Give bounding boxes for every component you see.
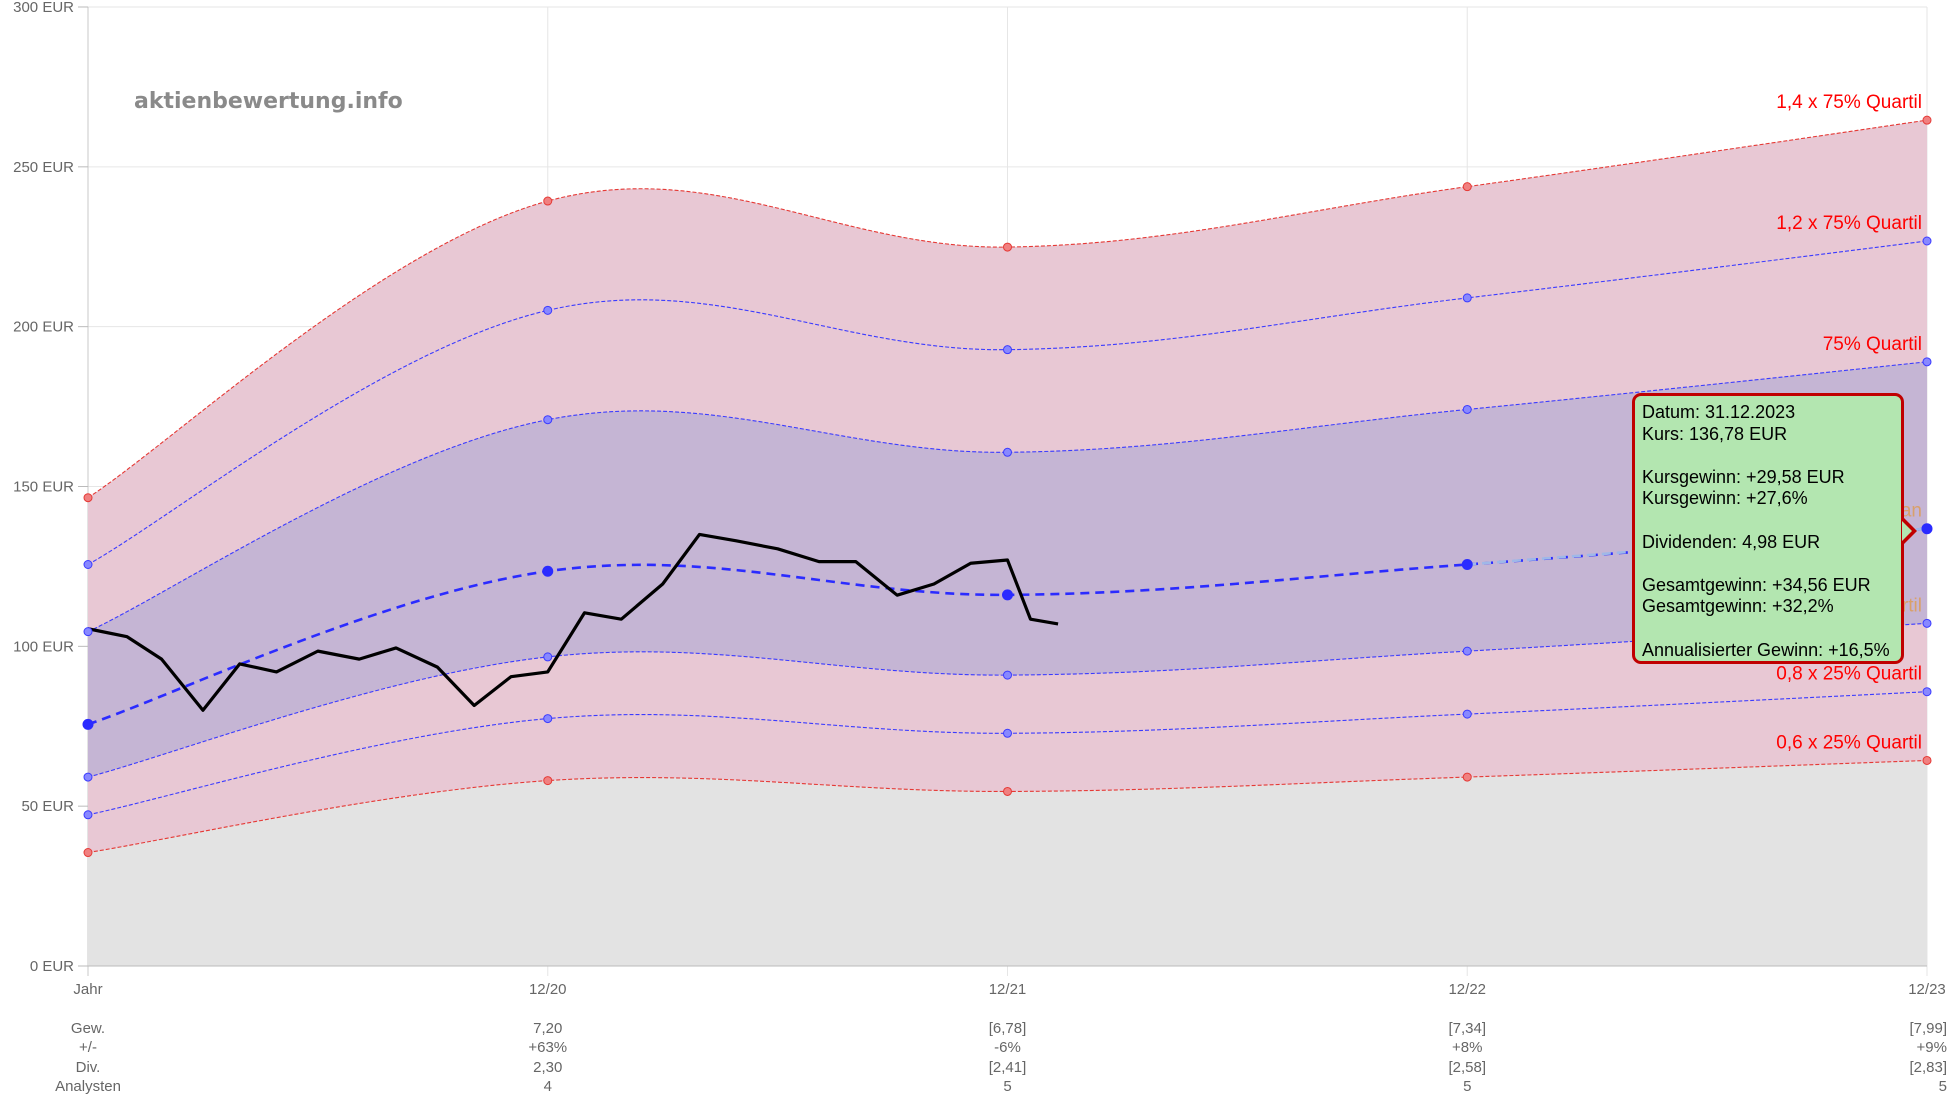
series-point	[1003, 345, 1012, 355]
series-point	[1922, 687, 1932, 697]
series-label: 75% Quartil	[1823, 334, 1922, 355]
series-line	[87, 361, 1928, 633]
series-points	[82, 115, 1933, 858]
series-point	[1462, 182, 1472, 192]
y-tick-label: 250 EUR	[13, 159, 74, 176]
series-point	[543, 196, 553, 206]
series-point	[1922, 115, 1932, 125]
series-point	[1003, 728, 1012, 738]
series-point	[1922, 618, 1932, 628]
series-point	[543, 652, 553, 662]
price-line-path	[87, 532, 1059, 712]
tooltip-pointer-fill	[1902, 521, 1912, 541]
tooltip-annualized: Annualisierter Gewinn: +16,5%	[1642, 639, 1890, 660]
footer-cell: 2,30	[533, 1059, 562, 1076]
tooltip-total-pct: Gesamtgewinn: +32,2%	[1642, 596, 1834, 617]
y-tick-label: 100 EUR	[13, 638, 74, 655]
series-label: 0,8 x 25% Quartil	[1776, 664, 1922, 685]
x-tick-label: 12/20	[529, 981, 567, 998]
series-point	[1462, 404, 1472, 414]
tooltip-date: Datum: 31.12.2023	[1642, 402, 1796, 422]
series-point	[83, 848, 93, 858]
footer-cell: [7,99]	[1909, 1020, 1947, 1037]
series-point	[543, 415, 553, 425]
footer-cell: +8%	[1452, 1039, 1482, 1056]
x-tick-label: Jahr	[73, 981, 102, 998]
series-point	[83, 493, 93, 503]
y-tick-label: 300 EUR	[13, 0, 74, 16]
series-point	[1003, 786, 1012, 796]
tooltip-total-eur: Gesamtgewinn: +34,56 EUR	[1642, 574, 1871, 595]
footer-cell: [2,83]	[1909, 1059, 1947, 1076]
tooltip-dividends: Dividenden: 4,98 EUR	[1642, 531, 1821, 552]
band-below-low	[88, 760, 1927, 966]
x-tick-label: 12/21	[989, 981, 1027, 998]
series-point	[1002, 589, 1013, 601]
footer-cell: 4	[544, 1078, 552, 1095]
footer-cell: [2,58]	[1448, 1059, 1486, 1076]
footer-row-label: Div.	[76, 1059, 101, 1076]
footer-cell: +9%	[1917, 1039, 1947, 1056]
series-point	[542, 565, 554, 577]
series-line	[87, 240, 1928, 565]
series-point	[83, 810, 93, 820]
series-point	[1922, 236, 1932, 246]
tooltip: Datum: 31.12.2023 Kurs: 136,78 EUR Kursg…	[1632, 393, 1904, 664]
y-tick-label: 50 EUR	[21, 798, 74, 815]
series-label: 1,2 x 75% Quartil	[1776, 213, 1922, 234]
series-point	[83, 772, 93, 782]
series-point	[1462, 772, 1472, 782]
footer-cell: [2,41]	[989, 1059, 1027, 1076]
series-point	[83, 627, 93, 637]
footer-cell: [6,78]	[989, 1020, 1027, 1037]
footer-row-label: +/-	[79, 1039, 97, 1056]
series-point	[1461, 558, 1473, 570]
series-point	[1921, 523, 1933, 535]
series-point	[543, 305, 553, 315]
tooltip-gain-eur: Kursgewinn: +29,58 EUR	[1642, 466, 1845, 487]
band-interquartile	[88, 361, 1927, 778]
tooltip-gain-pct: Kursgewinn: +27,6%	[1642, 488, 1808, 509]
footer-cell: 7,20	[533, 1020, 562, 1037]
y-tick-label: 150 EUR	[13, 479, 74, 496]
footer-row-label: Analysten	[55, 1078, 121, 1095]
footer-cell: -6%	[994, 1039, 1021, 1056]
series-point	[1462, 709, 1472, 719]
price-line	[87, 532, 1059, 712]
y-tick-label: 200 EUR	[13, 319, 74, 336]
series-point	[1462, 293, 1472, 303]
y-tick-label: 0 EUR	[30, 958, 74, 975]
footer-cell: 5	[1463, 1078, 1471, 1095]
series-point	[543, 714, 553, 724]
series-point	[1922, 755, 1932, 765]
axes: 0 EUR 50 EUR 100 EUR 150 EUR 200 EUR 250 EUR 3…	[13, 0, 1946, 998]
series-label: 0,6 x 25% Quartil	[1776, 732, 1922, 753]
footer-row-label: Gew.	[71, 1020, 105, 1037]
tooltip-price: Kurs: 136,78 EUR	[1642, 423, 1788, 444]
footer-cell: 5	[1003, 1078, 1011, 1095]
series-point	[1003, 242, 1012, 252]
footer-cell: +63%	[528, 1039, 567, 1056]
series-point	[1462, 646, 1472, 656]
watermark-logo: aktienbewertung.info	[134, 89, 403, 114]
series-point	[82, 718, 94, 730]
series-label: 1,4 x 75% Quartil	[1776, 92, 1922, 113]
x-tick-label: 12/22	[1448, 981, 1486, 998]
series-line	[87, 119, 1928, 499]
series-point	[83, 559, 93, 569]
footer-cell: 5	[1939, 1078, 1947, 1095]
footer-table: Gew. 7,20 [6,78] [7,34] [7,99] +/- +63% -6% +8% +…	[55, 1020, 1947, 1095]
x-tick-label: 12/23	[1908, 981, 1946, 998]
series-point	[1003, 447, 1012, 457]
footer-cell: [7,34]	[1448, 1020, 1486, 1037]
series-point	[1003, 670, 1012, 680]
series-point	[1922, 357, 1932, 367]
series-point	[543, 776, 553, 786]
